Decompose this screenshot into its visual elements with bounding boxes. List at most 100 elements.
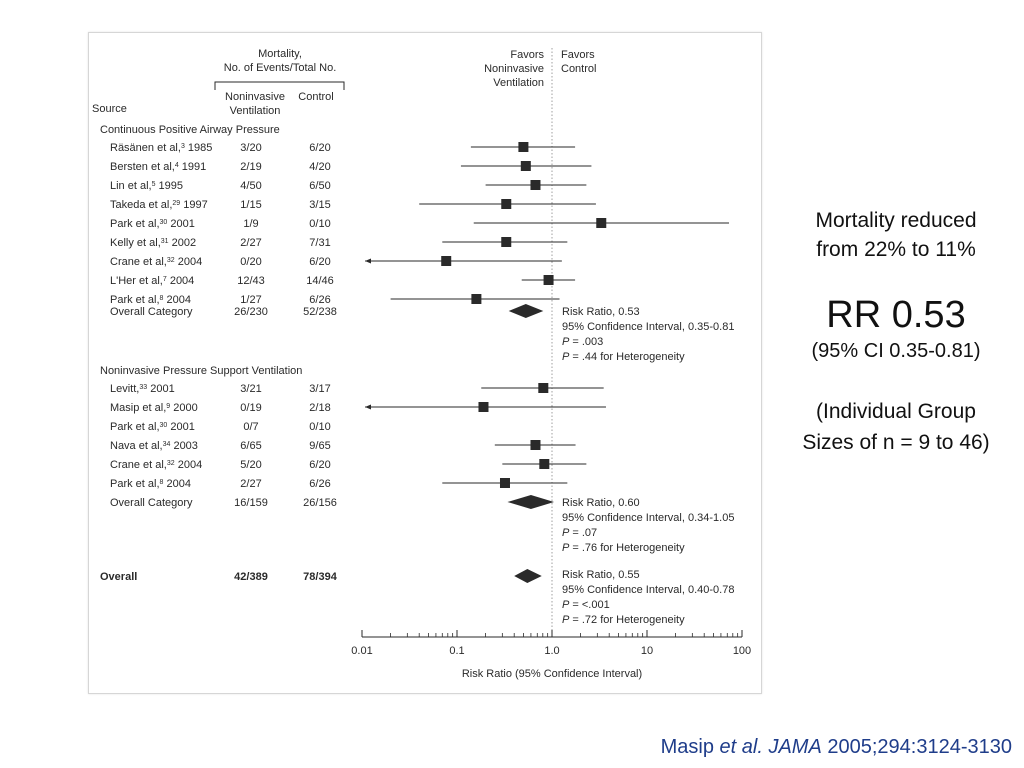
x-tick-label: 0.01 — [351, 645, 372, 657]
risk-ratio-marker — [543, 275, 554, 285]
study-control-events: 6/26 — [309, 294, 330, 306]
x-axis-title: Risk Ratio (95% Confidence Interval) — [462, 668, 642, 680]
group-overall-label: Overall Category — [110, 306, 193, 318]
summary-risk-ratio: RR 0.53 — [826, 294, 966, 336]
study-name: Park et al,30 2001 — [110, 421, 195, 433]
study-niv-events: 3/20 — [240, 142, 261, 154]
stats-npsv-confidence-interval: 95% Confidence Interval, 0.34-1.05 — [562, 512, 734, 524]
pooled-diamond-npsv — [507, 495, 555, 509]
stats-cpap-risk-ratio: Risk Ratio, 0.53 — [562, 306, 640, 318]
header-events-total: No. of Events/Total No. — [224, 62, 337, 74]
risk-ratio-marker — [530, 440, 541, 450]
group-title-npsv: Noninvasive Pressure Support Ventilation — [100, 365, 302, 377]
study-niv-events: 2/19 — [240, 161, 261, 173]
study-name: Levitt,33 2001 — [110, 383, 175, 395]
study-niv-events: 3/21 — [240, 383, 261, 395]
favors-control-label: Control — [561, 63, 596, 75]
study-niv-events: 12/43 — [237, 275, 265, 287]
study-niv-events: 1/9 — [243, 218, 258, 230]
study-niv-events: 1/27 — [240, 294, 261, 306]
study-control-events: 6/20 — [309, 256, 330, 268]
risk-ratio-marker — [441, 256, 452, 266]
summary-line-2: from 22% to 11% — [816, 238, 976, 261]
study-name: Crane et al,32 2004 — [110, 256, 202, 268]
pooled-diamond-cpap — [508, 304, 544, 318]
study-name: Park et al,8 2004 — [110, 478, 191, 490]
study-control-events: 6/20 — [309, 142, 330, 154]
risk-ratio-marker — [499, 478, 510, 488]
citation-author: Masip — [660, 736, 720, 758]
study-name: Kelly et al,31 2002 — [110, 237, 196, 249]
study-control-events: 2/18 — [309, 402, 330, 414]
forest-plot-svg: Mortality, No. of Events/Total No. Noninva… — [92, 48, 751, 680]
study-control-events: 14/46 — [306, 275, 334, 287]
summary-note-line-2: Sizes of n = 9 to 46) — [802, 431, 990, 454]
risk-ratio-marker — [501, 199, 512, 209]
forest-plot-figure: Mortality, No. of Events/Total No. Noninva… — [88, 32, 762, 694]
stats-cpap-p-value: P = .003 — [562, 336, 603, 348]
favors-noninvasive-label: Ventilation — [493, 77, 544, 89]
study-name: Lin et al,5 1995 — [110, 180, 183, 192]
study-control-events: 6/20 — [309, 459, 330, 471]
x-tick-label: 0.1 — [449, 645, 464, 657]
x-tick-label: 1.0 — [544, 645, 559, 657]
study-control-events: 3/17 — [309, 383, 330, 395]
study-name: Park et al,30 2001 — [110, 218, 195, 230]
study-control-events: 0/10 — [309, 421, 330, 433]
ci-arrow-left — [365, 258, 371, 264]
stats-cpap-confidence-interval: 95% Confidence Interval, 0.35-0.81 — [562, 321, 734, 333]
summary-confidence-interval: (95% CI 0.35-0.81) — [811, 340, 981, 362]
risk-ratio-marker — [596, 218, 607, 228]
study-control-events: 4/20 — [309, 161, 330, 173]
risk-ratio-marker — [478, 402, 489, 412]
stats-overall-confidence-interval: 95% Confidence Interval, 0.40-0.78 — [562, 584, 734, 596]
citation: Masip et al. JAMA 2005;294:3124-3130 — [661, 736, 1012, 759]
study-niv-events: 6/65 — [240, 440, 261, 452]
summary-panel: Mortality reduced from 22% to 11% RR 0.5… — [772, 206, 1020, 458]
study-niv-events: 4/50 — [240, 180, 261, 192]
study-name: Räsänen et al,3 1985 — [110, 142, 212, 154]
risk-ratio-marker — [539, 459, 550, 469]
header-niv-column-2: Ventilation — [230, 105, 281, 117]
summary-note-line-1: (Individual Group — [816, 400, 976, 423]
overall-niv: 42/389 — [234, 571, 268, 583]
study-name: Crane et al,32 2004 — [110, 459, 202, 471]
header-bracket — [214, 81, 345, 90]
group-overall-niv: 16/159 — [234, 497, 268, 509]
study-name: Takeda et al,29 1997 — [110, 199, 208, 211]
study-niv-events: 0/7 — [243, 421, 258, 433]
risk-ratio-marker — [520, 161, 531, 171]
group-overall-label: Overall Category — [110, 497, 193, 509]
x-tick-label: 100 — [733, 645, 751, 657]
study-name: Masip et al,9 2000 — [110, 402, 198, 414]
stats-overall-heterogeneity: P = .72 for Heterogeneity — [562, 614, 685, 626]
stats-cpap-heterogeneity: P = .44 for Heterogeneity — [562, 351, 685, 363]
summary-line-1: Mortality reduced — [815, 209, 977, 232]
study-niv-events: 1/15 — [240, 199, 261, 211]
header-source: Source — [92, 103, 127, 115]
study-control-events: 7/31 — [309, 237, 330, 249]
group-overall-niv: 26/230 — [234, 306, 268, 318]
stats-npsv-risk-ratio: Risk Ratio, 0.60 — [562, 497, 640, 509]
study-name: L'Her et al,7 2004 — [110, 275, 194, 287]
citation-reference: 2005;294:3124-3130 — [821, 736, 1012, 758]
header-niv-column: Noninvasive — [225, 91, 285, 103]
study-control-events: 3/15 — [309, 199, 330, 211]
overall-control: 78/394 — [303, 571, 338, 583]
citation-journal: JAMA — [768, 736, 822, 758]
header-mortality: Mortality, — [258, 48, 302, 60]
ci-arrow-left — [365, 404, 371, 410]
pooled-diamond-overall — [514, 569, 542, 583]
favors-control-label: Favors — [561, 49, 595, 61]
risk-ratio-marker — [471, 294, 482, 304]
group-overall-control: 52/238 — [303, 306, 337, 318]
stats-npsv-heterogeneity: P = .76 for Heterogeneity — [562, 542, 685, 554]
risk-ratio-marker — [501, 237, 512, 247]
study-niv-events: 2/27 — [240, 478, 261, 490]
study-niv-events: 2/27 — [240, 237, 261, 249]
study-niv-events: 0/19 — [240, 402, 261, 414]
x-tick-label: 10 — [641, 645, 653, 657]
study-niv-events: 5/20 — [240, 459, 261, 471]
stats-overall-p-value: P = <.001 — [562, 599, 610, 611]
risk-ratio-marker — [518, 142, 529, 152]
